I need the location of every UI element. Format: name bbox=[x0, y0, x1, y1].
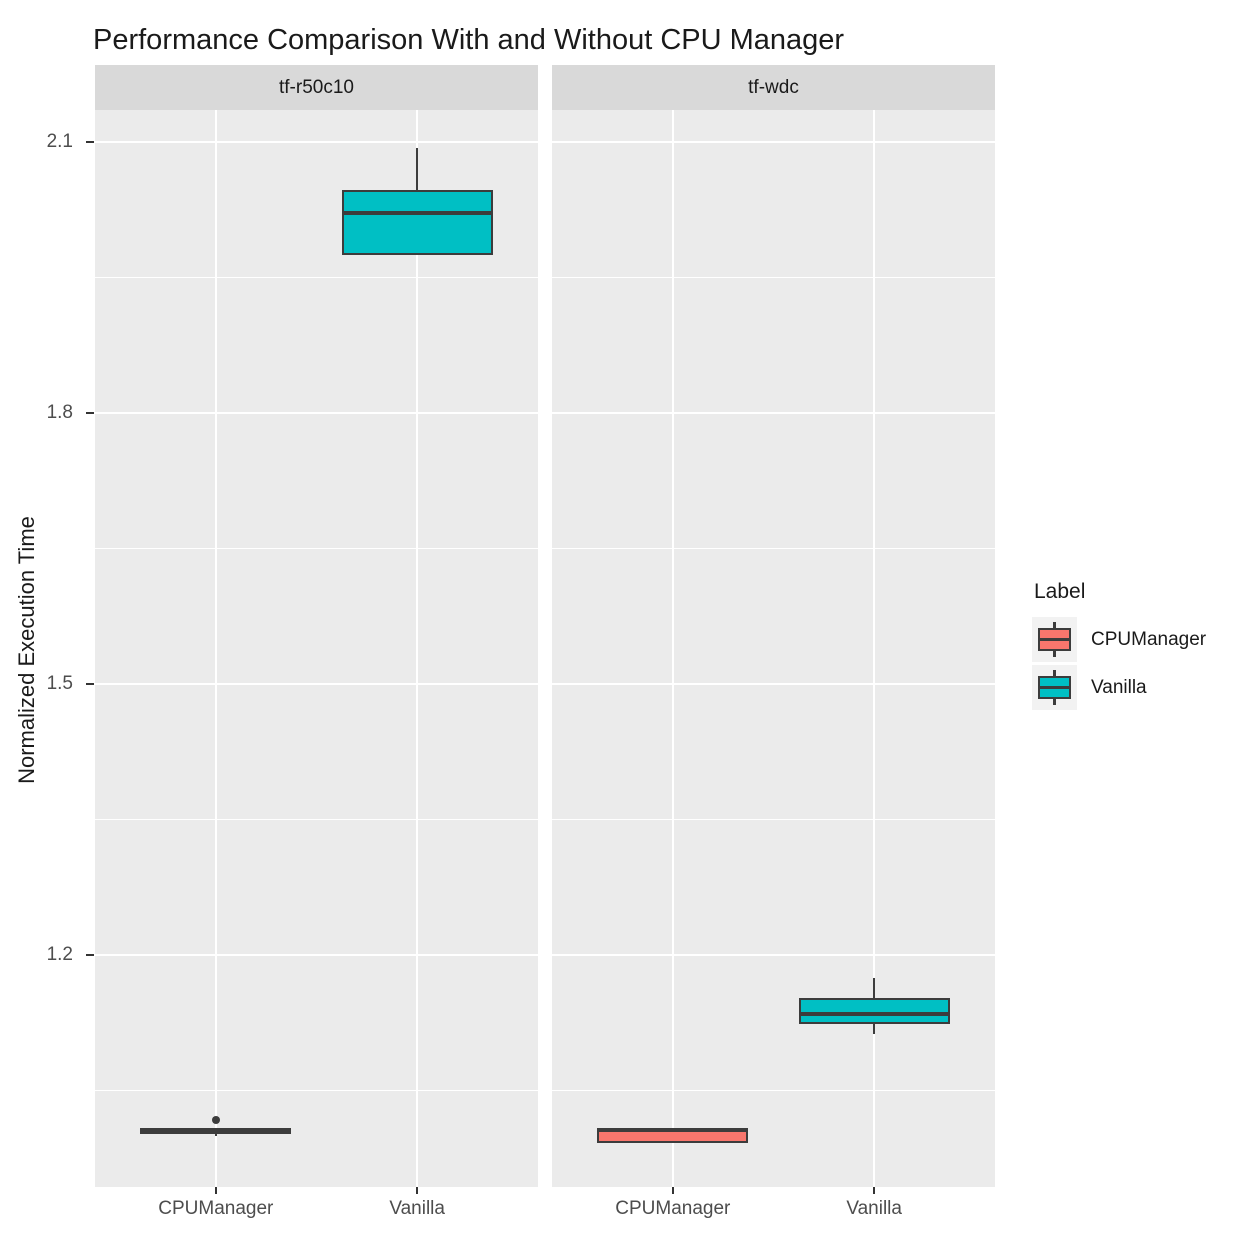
gridline-major-x bbox=[214, 110, 217, 1187]
x-tick-mark bbox=[214, 1187, 217, 1194]
boxplot-box bbox=[341, 190, 493, 256]
gridline-major-y bbox=[95, 953, 538, 956]
x-tick-mark bbox=[873, 1187, 876, 1194]
gridline-major-y bbox=[95, 683, 538, 686]
gridline-major-y bbox=[95, 412, 538, 415]
legend-key bbox=[1032, 617, 1077, 662]
boxplot-whisker-upper bbox=[416, 147, 419, 191]
x-tick-label: CPUManager bbox=[615, 1198, 731, 1219]
boxplot-median bbox=[343, 210, 491, 215]
y-tick-label: 1.5 bbox=[46, 673, 73, 695]
gridline-minor-y bbox=[95, 548, 538, 550]
x-tick-label: Vanilla bbox=[389, 1198, 445, 1219]
legend-entry: CPUManager bbox=[1032, 617, 1206, 662]
y-tick-label: 1.2 bbox=[46, 943, 73, 965]
legend-boxplot-median bbox=[1040, 686, 1069, 689]
boxplot-median bbox=[599, 1128, 747, 1133]
x-tick-mark bbox=[416, 1187, 419, 1194]
y-tick-mark bbox=[86, 953, 94, 956]
legend: Label CPUManager Vanilla bbox=[1032, 580, 1206, 713]
y-tick-label: 1.8 bbox=[46, 402, 73, 424]
gridline-minor-y bbox=[95, 1089, 538, 1091]
y-tick-label: 2.1 bbox=[46, 131, 73, 153]
boxplot-whisker-lower bbox=[873, 1023, 876, 1034]
legend-entry-label: Vanilla bbox=[1091, 676, 1147, 698]
gridline-major-y bbox=[552, 141, 995, 144]
gridline-major-y bbox=[552, 412, 995, 415]
gridline-major-x bbox=[873, 110, 876, 1187]
gridline-minor-y bbox=[95, 277, 538, 279]
gridline-major-y bbox=[552, 683, 995, 686]
boxplot-median bbox=[142, 1129, 290, 1134]
facet-strip-label: tf-r50c10 bbox=[279, 76, 354, 98]
facet-strip: tf-r50c10 bbox=[95, 65, 538, 110]
facet-panel bbox=[552, 110, 995, 1187]
outlier-point bbox=[211, 1116, 220, 1125]
y-tick-mark bbox=[86, 141, 94, 144]
boxplot-whisker-lower bbox=[214, 1133, 217, 1137]
legend-boxplot-median bbox=[1040, 638, 1069, 641]
legend-entries: CPUManager Vanilla bbox=[1032, 617, 1206, 710]
boxplot-whisker-upper bbox=[873, 978, 876, 999]
legend-entry: Vanilla bbox=[1032, 665, 1206, 710]
legend-title: Label bbox=[1034, 580, 1086, 603]
plot-title: Performance Comparison With and Without … bbox=[93, 24, 845, 56]
gridline-major-x bbox=[671, 110, 674, 1187]
y-tick-mark bbox=[86, 412, 94, 415]
y-axis-title: Normalized Execution Time bbox=[14, 516, 39, 784]
y-tick-mark bbox=[86, 683, 94, 686]
gridline-minor-y bbox=[95, 819, 538, 821]
gridline-major-y bbox=[552, 953, 995, 956]
gridline-major-y bbox=[95, 141, 538, 144]
gridline-minor-y bbox=[552, 819, 995, 821]
gridline-minor-y bbox=[552, 548, 995, 550]
gridline-minor-y bbox=[552, 1089, 995, 1091]
x-tick-label: Vanilla bbox=[846, 1198, 902, 1219]
facet-strip: tf-wdc bbox=[552, 65, 995, 110]
boxplot-median bbox=[800, 1011, 948, 1016]
facet-panel bbox=[95, 110, 538, 1187]
gridline-minor-y bbox=[552, 277, 995, 279]
boxplot-box bbox=[798, 998, 950, 1024]
x-tick-mark bbox=[671, 1187, 674, 1194]
legend-entry-label: CPUManager bbox=[1091, 628, 1207, 650]
legend-key bbox=[1032, 665, 1077, 710]
facet-strip-label: tf-wdc bbox=[748, 76, 799, 98]
gridline-major-x bbox=[416, 110, 419, 1187]
x-tick-label: CPUManager bbox=[158, 1198, 274, 1219]
